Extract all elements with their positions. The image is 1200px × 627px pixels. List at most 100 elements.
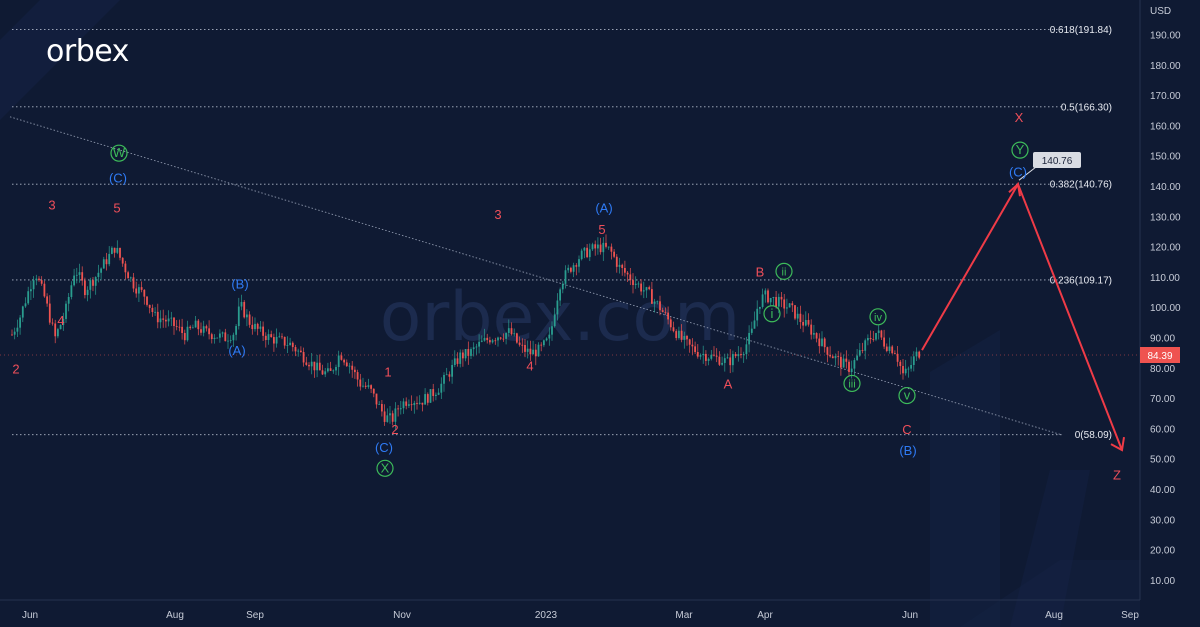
candle-body — [240, 301, 243, 307]
candle-body — [640, 283, 642, 292]
candle-body — [518, 342, 521, 345]
price-tick-label: 190.00 — [1150, 31, 1181, 42]
price-tick-label: 130.00 — [1150, 212, 1181, 223]
candle-body — [840, 356, 842, 368]
candle-body — [343, 359, 345, 363]
wave-label-red: A — [724, 376, 733, 391]
candle-body — [853, 360, 856, 369]
candle-body — [102, 259, 105, 269]
candle-body — [16, 327, 19, 332]
candle-body — [54, 323, 57, 337]
candle-body — [599, 244, 602, 253]
price-tick-label: 170.00 — [1150, 91, 1181, 102]
candle-body — [375, 393, 378, 405]
candle-body — [540, 344, 543, 346]
candle-body — [421, 402, 424, 405]
candle-body — [605, 242, 607, 247]
candle-body — [327, 368, 329, 372]
candle-body — [818, 338, 821, 347]
candle-body — [229, 340, 232, 342]
candle-body — [902, 366, 904, 374]
candle-body — [483, 337, 486, 341]
time-tick-label: Jun — [22, 610, 38, 621]
candle-body — [759, 306, 761, 309]
candle-body — [381, 404, 383, 412]
brand-logo: orbex — [46, 34, 129, 69]
fibonacci-level-label: 0.5(166.30) — [1061, 102, 1112, 113]
candle-body — [159, 318, 162, 323]
price-tick-label: 120.00 — [1150, 243, 1181, 254]
candle-body — [661, 310, 664, 312]
candle-body — [486, 337, 489, 341]
candle-body — [235, 326, 237, 335]
wave-label-red: 5 — [598, 222, 605, 237]
candle-body — [877, 330, 880, 334]
bg-stripe — [1010, 470, 1090, 627]
candle-body — [534, 349, 537, 357]
candle-body — [167, 318, 170, 322]
candle-body — [162, 318, 165, 320]
candle-body — [570, 267, 572, 272]
fibonacci-level-label: 0.236(109.17) — [1050, 275, 1112, 286]
candle-body — [907, 368, 910, 370]
current-price-tag — [1140, 346, 1180, 363]
candle-body — [440, 383, 443, 393]
candle-body — [51, 322, 54, 324]
candle-body — [243, 301, 246, 318]
candle-body — [680, 330, 683, 340]
candle-body — [794, 305, 796, 319]
candle-body — [92, 280, 94, 286]
candle-body — [529, 348, 532, 355]
candle-body — [459, 352, 462, 364]
candle-body — [189, 326, 192, 329]
candle-body — [591, 244, 594, 250]
candle-body — [364, 385, 367, 387]
candle-body — [864, 340, 867, 351]
candle-body — [429, 389, 432, 403]
wave-label-green: v — [904, 388, 911, 403]
candle-body — [667, 312, 669, 320]
candle-body — [372, 388, 375, 394]
candle-body — [383, 411, 386, 422]
candle-body — [286, 345, 289, 346]
candle-body — [696, 351, 699, 357]
candle-body — [453, 358, 456, 366]
candle-body — [710, 354, 713, 359]
candle-body — [151, 307, 154, 313]
candle-body — [626, 272, 629, 275]
candle-body — [475, 346, 478, 348]
candle-body — [354, 369, 356, 373]
fibonacci-level-label: 0.382(140.76) — [1050, 180, 1112, 191]
candle-body — [46, 296, 48, 304]
candle-body — [67, 296, 70, 304]
candle-body — [551, 326, 553, 335]
wave-label-circle — [898, 386, 916, 405]
candle-body — [321, 370, 324, 375]
price-tick-label: 150.00 — [1150, 152, 1181, 163]
candle-body — [513, 333, 516, 335]
candle-body — [610, 246, 613, 252]
candle-body — [405, 401, 408, 406]
candle-body — [634, 283, 637, 285]
wave-label-red: 2 — [391, 422, 398, 437]
wave-label-circle — [110, 144, 128, 162]
candle-body — [480, 340, 483, 342]
candle-body — [823, 338, 826, 348]
candle-body — [761, 294, 764, 307]
candle-body — [567, 267, 570, 271]
candle-body — [645, 287, 648, 291]
wave-label-red: 3 — [48, 198, 55, 213]
candle-body — [842, 358, 845, 368]
candle-body — [81, 272, 84, 281]
candle-body — [829, 354, 831, 357]
candle-body — [127, 272, 129, 279]
candle-body — [783, 299, 786, 309]
candle-body — [615, 256, 618, 267]
time-tick-label: Jun — [902, 610, 918, 621]
candle-body — [637, 283, 640, 285]
candle-body — [607, 246, 610, 248]
candle-body — [210, 334, 213, 340]
candle-body — [813, 333, 815, 335]
